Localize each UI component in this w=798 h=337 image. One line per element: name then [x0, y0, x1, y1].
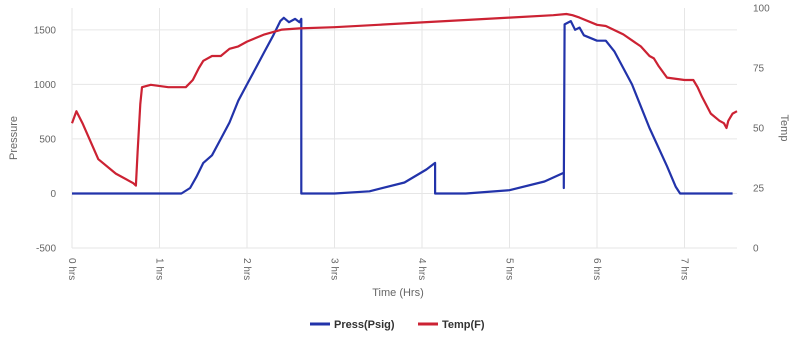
y-left-tick-label: 1500: [34, 25, 57, 36]
x-tick-label: 4 hrs: [416, 258, 427, 280]
x-tick-label: 1 hrs: [154, 258, 165, 280]
legend-item-press[interactable]: Press(Psig): [310, 319, 395, 331]
y-right-tick-label: 50: [753, 124, 765, 135]
x-tick-label: 3 hrs: [329, 258, 340, 280]
y-right-tick-label: 25: [753, 184, 765, 195]
legend: Press(Psig) Temp(F): [310, 319, 485, 331]
y-right-axis-title: Temp: [778, 115, 790, 142]
y-left-tick-label: 0: [50, 189, 56, 200]
x-axis-title: Time (Hrs): [372, 287, 424, 299]
y-left-tick-label: 500: [39, 134, 56, 145]
series-line-temp: [70, 12, 738, 187]
legend-item-temp[interactable]: Temp(F): [418, 319, 485, 331]
y-right-tick-label: 75: [753, 64, 765, 75]
y-right-ticks: 0 25 50 75 100: [753, 4, 770, 255]
x-ticks: 0 hrs 1 hrs 2 hrs 3 hrs 4 hrs 5 hrs 6 hrs 7 hrs: [66, 258, 690, 280]
x-tick-label: 0 hrs: [66, 258, 77, 280]
x-tick-label: 2 hrs: [241, 258, 252, 280]
x-tick-label: 7 hrs: [679, 258, 690, 280]
series-line-press: [72, 16, 733, 195]
legend-label-press: Press(Psig): [334, 319, 395, 331]
y-left-ticks: -500 0 500 1000 1500: [34, 25, 57, 254]
x-tick-label: 5 hrs: [504, 258, 515, 280]
legend-label-temp: Temp(F): [442, 319, 485, 331]
series-layer: [70, 12, 738, 195]
y-right-tick-label: 100: [753, 4, 770, 15]
y-left-axis-title: Pressure: [8, 116, 20, 160]
y-left-tick-label: -500: [36, 244, 56, 255]
x-tick-label: 6 hrs: [591, 258, 602, 280]
y-left-tick-label: 1000: [34, 80, 57, 91]
y-right-tick-label: 0: [753, 244, 759, 255]
